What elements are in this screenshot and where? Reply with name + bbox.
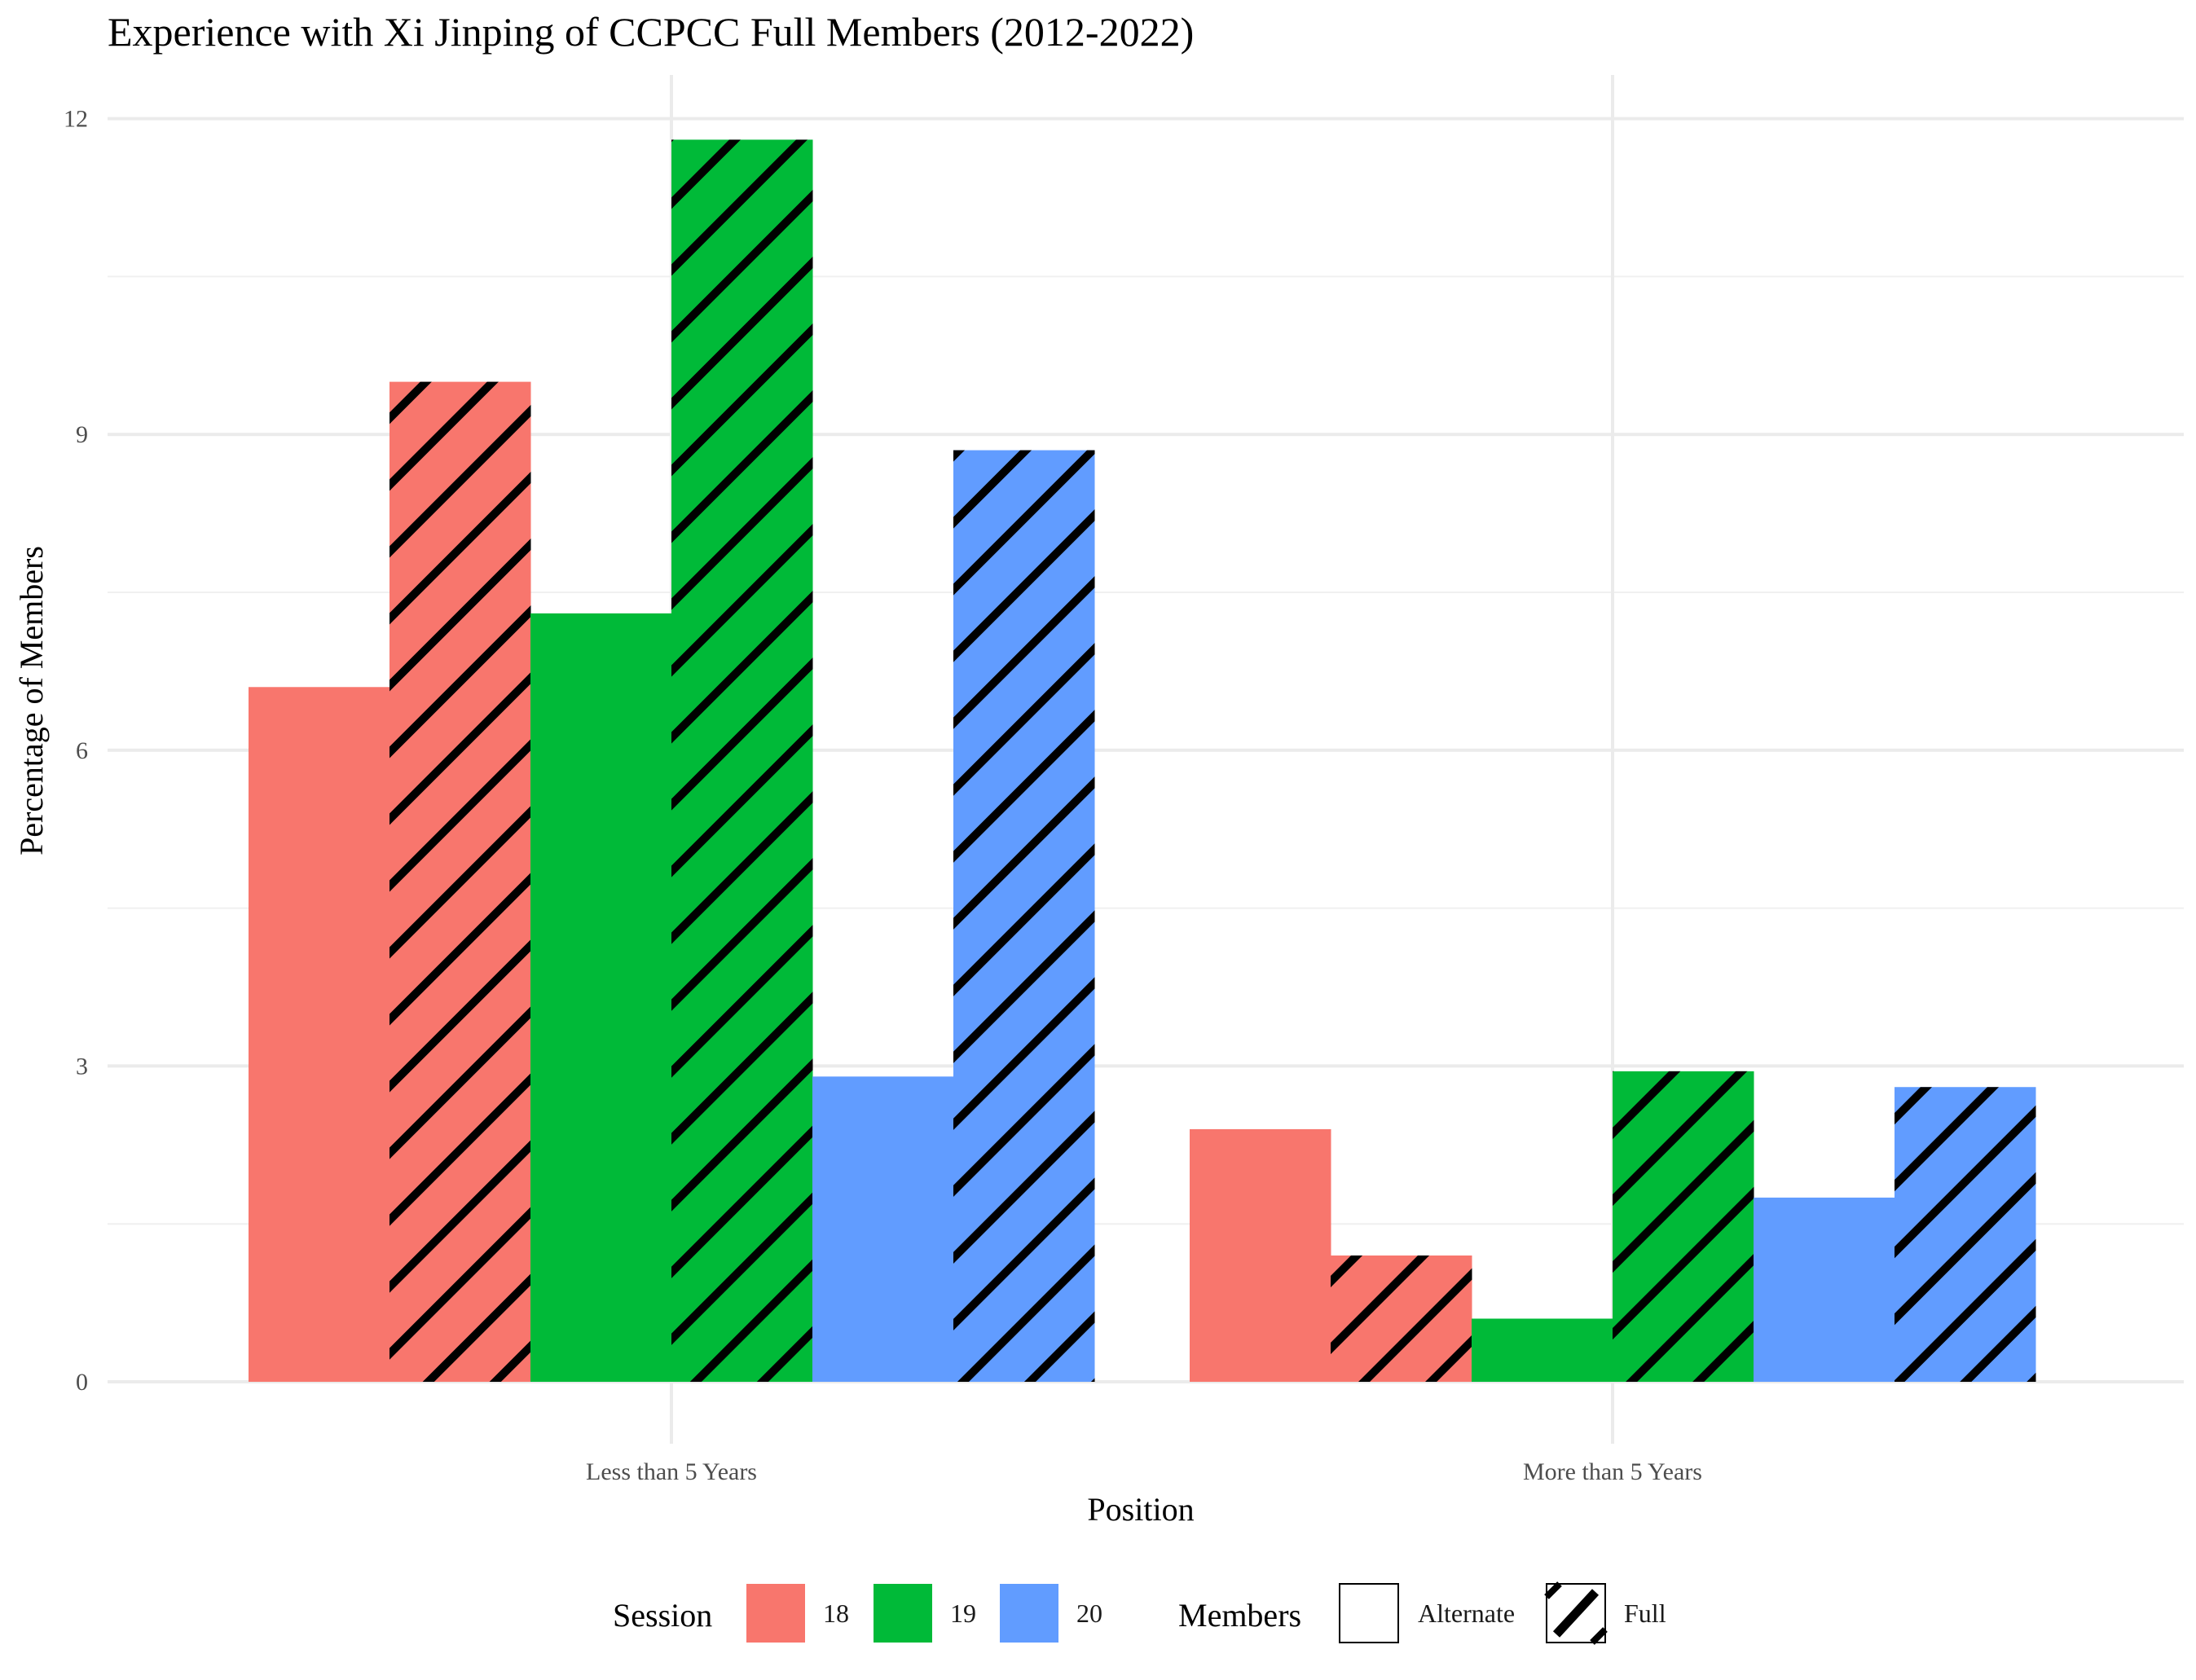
bar-1-1-stripes bbox=[1331, 1255, 1472, 1382]
legend: Session Members 18 19 20 Alternate Full bbox=[613, 1581, 1666, 1645]
x-axis-title: Position bbox=[1087, 1491, 1194, 1528]
chart-title: Experience with Xi Jinping of CCPCC Full… bbox=[108, 9, 1194, 55]
legend-label-session: 20 bbox=[1076, 1599, 1102, 1628]
y-tick-label: 3 bbox=[76, 1053, 88, 1080]
legend-label-session: 19 bbox=[950, 1599, 976, 1628]
bar-0-0 bbox=[249, 687, 390, 1382]
bar-1-2 bbox=[1472, 1318, 1613, 1382]
y-tick-label: 9 bbox=[76, 421, 88, 448]
legend-title-session: Session bbox=[613, 1597, 712, 1634]
legend-label-members: Full bbox=[1624, 1599, 1666, 1628]
bar-1-0 bbox=[1190, 1128, 1331, 1382]
y-tick-label: 0 bbox=[76, 1369, 88, 1396]
bar-0-5-stripes bbox=[953, 450, 1095, 1382]
y-tick-label: 6 bbox=[76, 737, 88, 764]
y-axis-title: Percentage of Members bbox=[13, 546, 50, 855]
bar-0-2 bbox=[530, 613, 672, 1382]
legend-label-members: Alternate bbox=[1418, 1599, 1515, 1628]
bar-0-4 bbox=[812, 1076, 954, 1382]
bars bbox=[249, 139, 2036, 1383]
y-tick-label: 12 bbox=[64, 106, 88, 133]
legend-key-stripe bbox=[1590, 1627, 1608, 1645]
axes: Experience with Xi Jinping of CCPCC Full… bbox=[13, 9, 1702, 1528]
legend-key-session bbox=[1000, 1584, 1058, 1643]
bar-0-1-stripes bbox=[389, 381, 531, 1383]
bar-0-3-stripes bbox=[671, 139, 813, 1383]
x-tick-label: More than 5 Years bbox=[1523, 1458, 1702, 1485]
legend-key-stripe bbox=[1544, 1581, 1562, 1599]
legend-label-session: 18 bbox=[823, 1599, 849, 1628]
legend-key-members bbox=[1339, 1583, 1399, 1643]
bar-1-3-stripes bbox=[1613, 1071, 1754, 1382]
legend-title-members: Members bbox=[1178, 1597, 1301, 1634]
bar-1-4 bbox=[1754, 1197, 1895, 1382]
legend-key-stripe bbox=[1552, 1589, 1600, 1638]
bar-1-5-stripes bbox=[1895, 1087, 2036, 1382]
x-tick-label: Less than 5 Years bbox=[586, 1458, 757, 1485]
legend-key-session bbox=[746, 1584, 805, 1643]
legend-key-session bbox=[874, 1584, 932, 1643]
